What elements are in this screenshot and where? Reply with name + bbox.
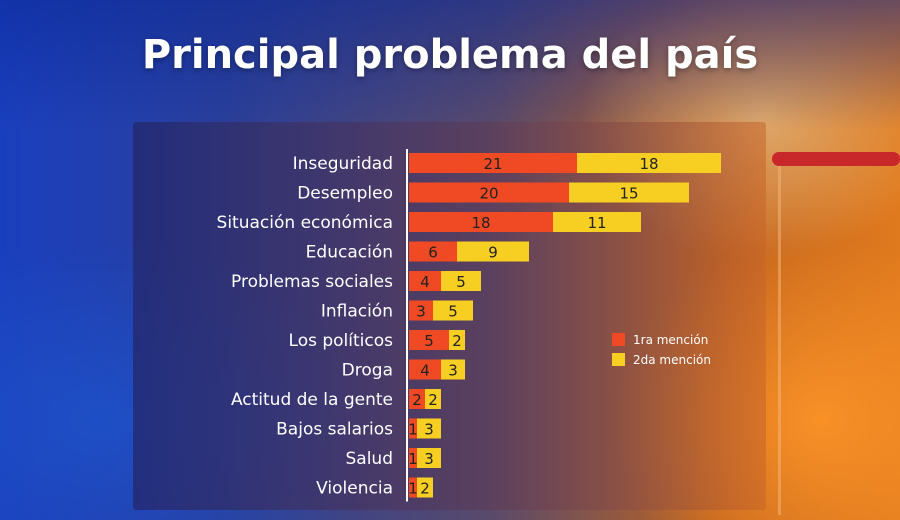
data-label: 5 xyxy=(456,273,466,291)
bar-series-1 xyxy=(409,212,553,232)
category-label: Violencia xyxy=(316,479,393,499)
chart-title: Principal problema del país xyxy=(141,32,759,78)
bar-series-1 xyxy=(409,448,417,468)
legend-swatch-1 xyxy=(612,333,625,346)
category-label: Situación económica xyxy=(217,213,393,233)
category-label: Desempleo xyxy=(297,184,393,204)
data-label: 5 xyxy=(448,303,458,321)
bar-series-2 xyxy=(449,330,465,350)
data-label: 2 xyxy=(428,391,438,409)
legend-label-2: 2da mención xyxy=(633,353,711,367)
data-label: 18 xyxy=(471,214,490,232)
category-label: Problemas sociales xyxy=(231,272,393,292)
data-label: 2 xyxy=(412,391,422,409)
bar-series-1 xyxy=(409,359,441,380)
bar-series-2 xyxy=(569,182,689,203)
data-label: 21 xyxy=(483,155,502,173)
data-label: 3 xyxy=(424,450,434,468)
bar-series-1 xyxy=(409,271,441,291)
data-label: 4 xyxy=(420,362,430,380)
shopping-cart-frame xyxy=(778,155,900,515)
bar-series-2 xyxy=(441,271,481,291)
legend-swatch-2 xyxy=(612,353,625,366)
data-label: 5 xyxy=(424,332,434,350)
bar-series-2 xyxy=(553,212,641,232)
bar-series-1 xyxy=(409,300,433,321)
category-label: Los políticos xyxy=(289,331,394,351)
data-label: 18 xyxy=(639,155,658,173)
bar-series-2 xyxy=(425,389,441,409)
data-label: 3 xyxy=(448,362,458,380)
bar-series-1 xyxy=(409,477,417,498)
legend-label-1: 1ra mención xyxy=(633,333,708,347)
data-label: 2 xyxy=(420,480,430,498)
bar-series-1 xyxy=(409,153,577,173)
legend: 1ra mención 2da mención xyxy=(612,333,711,367)
data-label: 15 xyxy=(619,185,638,203)
bar-series-1 xyxy=(409,241,457,262)
data-label: 20 xyxy=(479,185,498,203)
data-label: 11 xyxy=(587,214,606,232)
bar-series-2 xyxy=(433,300,473,321)
bar-series-1 xyxy=(409,418,417,439)
bar-series-1 xyxy=(409,330,449,350)
bar-series-1 xyxy=(409,182,569,203)
data-label: 1 xyxy=(408,421,418,439)
category-label: Droga xyxy=(342,361,393,381)
category-label: Actitud de la gente xyxy=(231,390,393,410)
data-label: 3 xyxy=(424,421,434,439)
bar-series-1 xyxy=(409,389,425,409)
bar-series-2 xyxy=(417,477,433,498)
shopping-cart-handle xyxy=(772,152,900,166)
category-label: Inseguridad xyxy=(293,154,393,174)
bar-series-2 xyxy=(417,418,441,439)
category-label: Educación xyxy=(306,243,393,263)
data-label: 9 xyxy=(488,244,498,262)
category-label: Salud xyxy=(346,449,394,469)
data-label: 3 xyxy=(416,303,426,321)
data-label: 4 xyxy=(420,273,430,291)
bar-series-2 xyxy=(577,153,721,173)
category-label: Inflación xyxy=(321,302,393,322)
background-overlay xyxy=(0,0,900,130)
data-label: 1 xyxy=(408,480,418,498)
bar-series-2 xyxy=(441,359,465,380)
data-label: 6 xyxy=(428,244,438,262)
category-label: Bajos salarios xyxy=(276,420,393,440)
bar-series-2 xyxy=(457,241,529,262)
data-label: 2 xyxy=(452,332,462,350)
bar-series-2 xyxy=(417,448,441,468)
data-label: 1 xyxy=(408,450,418,468)
